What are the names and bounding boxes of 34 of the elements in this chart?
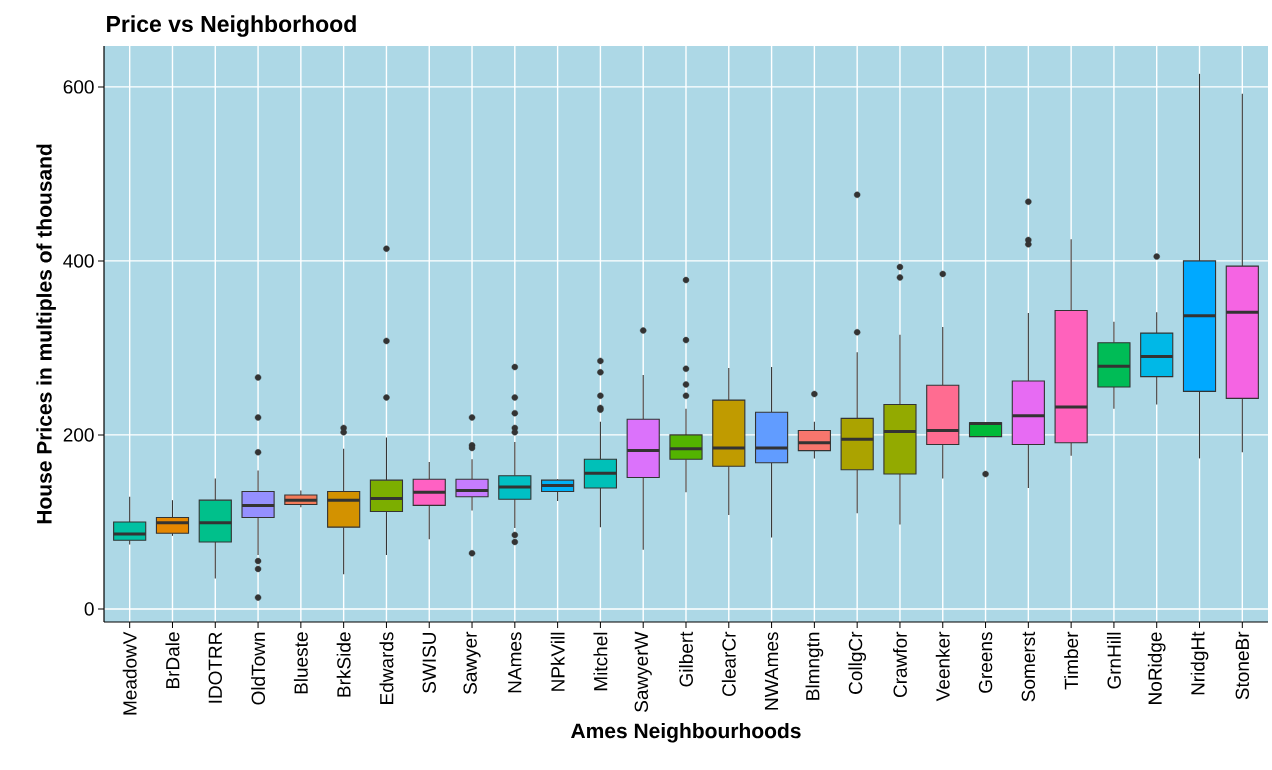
x-tick-label: ClearCr [721, 631, 736, 697]
x-tick-label: Somerst [1021, 631, 1036, 702]
x-axis-title: Ames Neighbourhoods [571, 722, 801, 743]
x-tick-label: Veenker [935, 631, 950, 702]
x-tick-label: Crawfor [893, 631, 907, 698]
x-tick-label: SawyerW [634, 631, 652, 712]
y-axis-title: House Prices in multiples of thousand [36, 144, 56, 524]
x-tick-label: OldTown [251, 632, 266, 705]
x-tick-label: StoneBr [1235, 631, 1250, 700]
x-tick-label: BrDale [165, 632, 180, 689]
x-tick-label: BrkSide [336, 632, 351, 697]
x-tick-label: IDOTRR [208, 632, 222, 703]
x-tick-label: Timber [1064, 631, 1079, 690]
x-tick-label: NAmes [508, 632, 522, 693]
x-tick-label: GrnHill [1106, 632, 1121, 689]
x-tick-label: NPkVill [550, 632, 565, 691]
x-tick-label: Sawyer [463, 631, 481, 695]
x-tick-label: SWISU [422, 632, 436, 693]
x-tick-label: NWAmes [764, 632, 779, 710]
x-tick-label: Gilbert [679, 631, 693, 687]
x-tick-label: Mitchel [593, 632, 608, 691]
y-tick-label: 600 [63, 80, 94, 94]
x-tick-label: Blmngtn [805, 632, 824, 700]
chart-title: Price vs Neighborhood [107, 15, 356, 37]
x-tick-label: NoRidge [1147, 632, 1166, 704]
y-tick-label: 0 [84, 602, 94, 616]
y-tick-label: 400 [63, 254, 94, 268]
x-tick-label: Edwards [379, 632, 394, 704]
x-tick-label: Greens [978, 632, 993, 693]
y-tick-label: 200 [63, 428, 94, 442]
x-tick-label: CollgCr [848, 631, 867, 694]
x-tick-label: NridgHt [1190, 631, 1209, 695]
x-tick-label: Blueste [293, 632, 308, 694]
x-tick-label: MeadowV [122, 631, 137, 715]
